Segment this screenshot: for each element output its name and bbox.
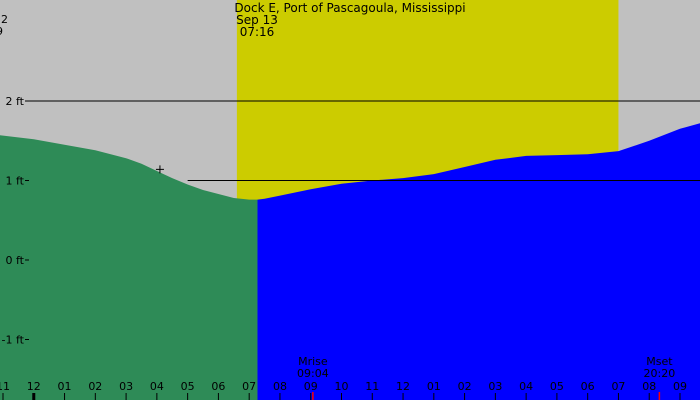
future-tide-area bbox=[257, 123, 700, 400]
x-tick-label: 04 bbox=[150, 380, 164, 393]
x-tick-label: 11 bbox=[365, 380, 379, 393]
chart-title: Dock E, Port of Pascagoula, Mississippi bbox=[234, 1, 465, 15]
moon-event-time: 09:04 bbox=[297, 367, 329, 380]
moon-event-label: Mrise bbox=[298, 355, 328, 368]
x-tick-label: 06 bbox=[581, 380, 595, 393]
x-tick-label: 09 bbox=[304, 380, 318, 393]
reference-lines bbox=[27, 100, 700, 181]
x-tick-label: 03 bbox=[488, 380, 502, 393]
x-tick-label: 09 bbox=[673, 380, 687, 393]
past-tide-area bbox=[0, 135, 258, 400]
time-label: 07:16 bbox=[240, 25, 275, 39]
y-tick-label: 2 ft bbox=[6, 95, 25, 108]
x-tick-label: 02 bbox=[458, 380, 472, 393]
x-tick-label: 04 bbox=[519, 380, 533, 393]
date-label: Sep 13 bbox=[236, 13, 278, 27]
corner-label-bottom: 9 bbox=[0, 25, 3, 38]
x-tick-label: 03 bbox=[119, 380, 133, 393]
y-tick-label: 1 ft bbox=[6, 175, 25, 188]
moon-event-label: Mset bbox=[646, 355, 673, 368]
x-tick-label: 08 bbox=[273, 380, 287, 393]
x-tick-label: 05 bbox=[181, 380, 195, 393]
moon-event-time: 20:20 bbox=[644, 367, 676, 380]
x-tick-label: 11 bbox=[0, 380, 10, 393]
x-tick-label: 10 bbox=[334, 380, 348, 393]
tide-fills bbox=[0, 123, 700, 400]
x-tick-label: 12 bbox=[27, 380, 41, 393]
x-tick-label: 08 bbox=[642, 380, 656, 393]
x-tick-label: 02 bbox=[88, 380, 102, 393]
corner-label-top: 2 bbox=[1, 13, 8, 26]
x-tick-label: 06 bbox=[211, 380, 225, 393]
x-tick-label: 12 bbox=[396, 380, 410, 393]
tide-marker bbox=[155, 165, 164, 174]
x-tick-label: 01 bbox=[58, 380, 72, 393]
x-tick-label: 01 bbox=[427, 380, 441, 393]
x-tick-label: 05 bbox=[550, 380, 564, 393]
y-axis-ticks: 2 ft 1 ft 0 ft -1 ft bbox=[2, 95, 29, 347]
x-axis-ticks: 11 12 01 02 03 04 05 06 07 08 09 10 11 12 01 02 03 04 05 06… bbox=[0, 380, 687, 400]
y-tick-label: 0 ft bbox=[6, 254, 25, 267]
y-tick-label: -1 ft bbox=[2, 334, 25, 347]
x-tick-label: 07 bbox=[242, 380, 256, 393]
x-tick-label: 07 bbox=[611, 380, 625, 393]
